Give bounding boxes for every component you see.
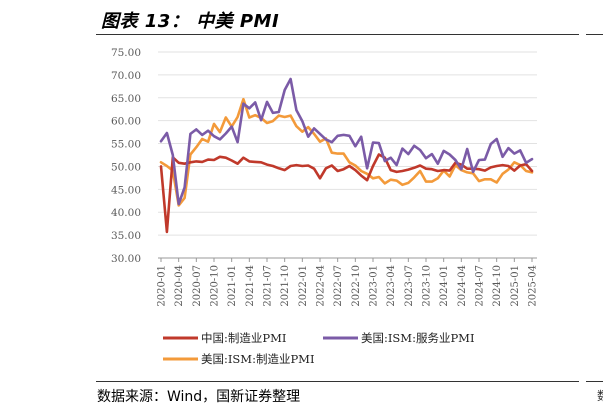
y-tick-label: 60.00: [111, 116, 141, 128]
figure-title: 图表 13： 中美 PMI: [101, 11, 280, 32]
y-tick-label: 55.00: [111, 139, 141, 151]
x-tick-label: 2020-04: [174, 265, 185, 307]
y-axis-ticks: 75.00 70.00 65.00 60.00 55.00 50.00 45.00 40.00…: [111, 47, 141, 265]
legend: 中国:制造业PMI 美国:ISM:服务业PMI 美国:ISM:制造业PMI: [163, 331, 475, 366]
edge-text-fragment: 数: [597, 387, 603, 404]
legend-label-cn-mfg: 中国:制造业PMI: [201, 331, 286, 345]
legend-label-us-mfg: 美国:ISM:制造业PMI: [201, 352, 315, 366]
x-tick-label: 2023-01: [369, 265, 380, 307]
x-tick-label: 2023-10: [422, 265, 433, 307]
y-tick-label: 70.00: [111, 70, 141, 82]
x-axis-ticks: 2020-01 2020-04 2020-07 2020-10 2021-01 2021-…: [157, 258, 539, 307]
legend-item-cn-mfg: 中国:制造业PMI: [163, 331, 286, 345]
x-tick-label: 2025-04: [528, 265, 539, 307]
series-line-us_mfg: [159, 97, 534, 207]
x-tick-label: 2020-07: [192, 265, 203, 307]
legend-item-us-svc: 美国:ISM:服务业PMI: [323, 331, 475, 345]
grid-lines: [158, 51, 537, 236]
series-line-us_svc: [159, 77, 534, 206]
series-lines: [159, 77, 534, 234]
x-tick-label: 2023-04: [386, 265, 397, 307]
y-tick-label: 65.00: [111, 93, 141, 105]
legend-label-us-svc: 美国:ISM:服务业PMI: [361, 331, 475, 345]
x-tick-label: 2020-10: [210, 265, 221, 307]
x-tick-label: 2024-07: [475, 265, 486, 307]
y-tick-label: 50.00: [111, 161, 141, 173]
x-tick-label: 2024-04: [457, 265, 468, 307]
y-tick-label: 35.00: [111, 230, 141, 242]
top-rule: [96, 34, 579, 35]
x-tick-label: 2021-04: [245, 265, 256, 307]
x-tick-label: 2020-01: [157, 265, 168, 307]
bottom-rule: [96, 381, 579, 382]
x-tick-label: 2023-07: [404, 265, 415, 307]
x-tick-label: 2022-07: [333, 265, 344, 307]
series-line-cn_mfg: [159, 153, 534, 234]
y-tick-label: 45.00: [111, 184, 141, 196]
x-tick-label: 2021-07: [263, 265, 274, 307]
x-tick-label: 2025-01: [510, 265, 521, 307]
x-tick-label: 2022-04: [316, 265, 327, 307]
x-tick-label: 2022-01: [298, 265, 309, 307]
x-tick-label: 2022-10: [351, 265, 362, 307]
x-tick-label: 2021-01: [227, 265, 238, 307]
x-tick-label: 2024-10: [492, 265, 503, 307]
y-tick-label: 40.00: [111, 207, 141, 219]
x-tick-label: 2021-10: [280, 265, 291, 307]
data-source-note: 数据来源：Wind，国新证券整理: [97, 389, 301, 405]
x-tick-label: 2024-01: [439, 265, 450, 307]
y-tick-label: 30.00: [111, 253, 141, 265]
legend-item-us-mfg: 美国:ISM:制造业PMI: [163, 352, 315, 366]
y-tick-label: 75.00: [111, 47, 141, 59]
right-bottom-rule: [586, 381, 603, 382]
right-top-rule: [586, 34, 603, 35]
